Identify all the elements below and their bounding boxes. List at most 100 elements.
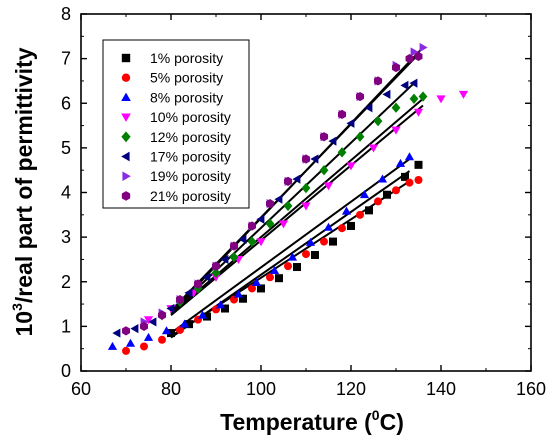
data-point [166,303,175,314]
data-point [247,236,257,247]
data-point [346,162,356,171]
data-point [161,326,172,335]
x-tick-label: 160 [516,379,546,399]
data-point [274,194,283,204]
data-point [346,118,355,128]
data-point [221,304,229,313]
data-point [229,252,239,263]
data-point [401,172,409,181]
data-point [355,131,365,142]
data-point [176,325,184,334]
data-point [283,200,293,212]
data-point [382,89,391,99]
data-point [176,295,184,305]
data-point [256,238,266,247]
x-tick-label: 120 [336,379,366,399]
legend-box [102,39,250,209]
y-tick-label: 3 [61,227,71,247]
x-tick-label: 60 [71,379,91,399]
data-point [400,80,409,90]
data-point [107,341,118,350]
data-point [377,174,388,183]
data-point [301,182,311,194]
data-point [238,234,247,244]
data-point [338,224,346,233]
data-point [167,329,175,338]
data-point [239,294,247,303]
data-point [338,109,346,120]
legend: 1% porosity 5% porosity 8% porosity 10% por… [102,39,250,209]
series-2 [122,176,423,355]
data-point [347,221,355,230]
data-point [383,190,391,199]
data-point [364,103,373,113]
y-tick-label: 0 [61,361,71,381]
data-point [202,272,211,282]
data-point [356,210,364,219]
data-point [320,237,328,246]
data-point [293,263,301,272]
y-tick-label: 8 [61,4,71,24]
y-tick-label: 7 [61,49,71,69]
data-point [179,319,190,328]
data-point [419,42,428,53]
data-point [220,254,229,265]
legend-marker [121,151,130,162]
x-axis: 60 80 100 120 140 160 [71,14,546,399]
data-point [356,91,364,102]
data-point [212,261,220,271]
data-point [323,222,334,231]
data-point [391,102,401,113]
legend-label: 12% porosity [150,129,231,145]
fit-line-series-3 [170,158,411,334]
data-point [458,90,469,99]
legend-marker [121,73,131,82]
data-point [112,328,121,338]
data-point [320,132,328,142]
data-point [328,136,337,146]
y-axis: 0 1 2 3 4 5 6 7 8 [61,4,531,381]
data-point [233,289,244,298]
legend-label: 5% porosity [150,70,223,86]
data-point [395,158,406,167]
y-tick-label: 2 [61,272,71,292]
data-point [409,93,419,104]
legend-label: 8% porosity [150,89,223,105]
data-point [256,214,265,224]
data-point [185,320,193,329]
data-point [410,47,419,57]
data-point [122,326,130,336]
y-tick-label: 6 [61,93,71,113]
legend-marker [121,131,131,143]
data-point [248,221,256,231]
data-point [143,332,154,341]
series-6 [112,78,418,338]
data-point [405,178,414,187]
data-point [287,252,298,261]
data-point [266,273,274,282]
data-point [414,160,423,169]
data-point [341,206,352,215]
data-point [292,174,301,184]
x-tick-label: 140 [426,379,456,399]
data-point [414,176,423,185]
legend-marker [121,92,131,101]
series-1 [167,160,423,338]
data-point [194,279,202,289]
data-point [158,310,166,320]
data-point [266,199,274,209]
data-point [359,190,370,199]
data-point [409,78,418,88]
fit-line-series-6 [170,82,415,314]
data-point [265,218,275,229]
data-point [215,300,226,309]
data-point [125,338,136,347]
legend-label: 10% porosity [150,109,231,125]
data-point [414,51,423,61]
series-8 [122,51,423,336]
data-point [405,54,414,64]
data-point [184,288,193,298]
data-point [374,76,382,86]
data-point [436,95,446,104]
